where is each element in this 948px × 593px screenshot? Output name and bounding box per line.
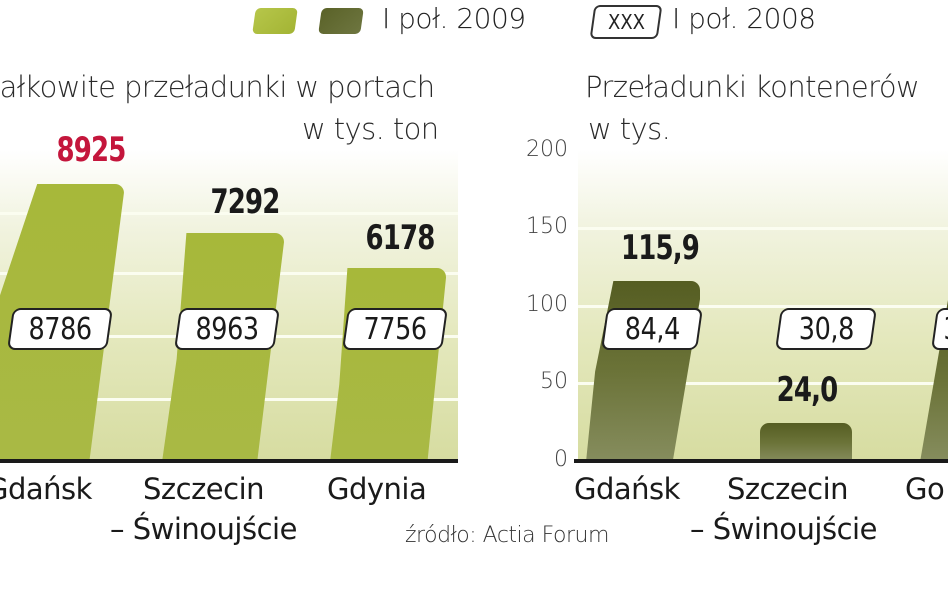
y-tick-150: 150 [526, 214, 568, 239]
gridline-100 [578, 305, 948, 308]
bar-gdynia-2009 [330, 268, 446, 462]
value-box-szczecin-containers-2008: 30,8 [775, 308, 877, 350]
source-note: źródło: Actia Forum [405, 523, 609, 548]
category-gdansk-containers: Gdańsk [574, 472, 680, 506]
value-szczecin-2009: 7292 [210, 182, 281, 222]
category-gdynia-containers-cropped: Go [905, 472, 945, 506]
y-tick-50: 50 [540, 369, 568, 394]
category-gdansk: Gdańsk [0, 472, 92, 506]
value-szczecin-containers-2009: 24,0 [776, 370, 839, 410]
category-szczecin-line2: – Świnoujście [110, 512, 297, 546]
value-box-szczecin-2008: 8963 [174, 308, 280, 350]
y-tick-100: 100 [526, 292, 568, 317]
legend-box-2008: XXX [589, 5, 663, 39]
right-chart-title: Przeładunki kontenerów [585, 70, 920, 104]
legend-swatch-2009-total [252, 8, 298, 34]
value-gdansk-2009: 8925 [56, 130, 127, 170]
bar-szczecin-containers-2009 [760, 423, 852, 462]
gridline-50 [578, 382, 948, 385]
category-gdynia: Gdynia [327, 472, 427, 506]
category-szczecin-containers-line2: – Świnoujście [690, 512, 877, 546]
right-chart-unit: w tys. [588, 112, 671, 146]
left-chart-title: Całkowite przeładunki w portach [0, 70, 435, 104]
gridline [0, 212, 458, 215]
value-gdansk-containers-2009: 115,9 [620, 228, 700, 268]
left-chart-unit: w tys. ton [302, 112, 439, 146]
value-box-gdansk-containers-2008: 84,4 [601, 308, 703, 350]
value-gdynia-2009: 6178 [365, 218, 436, 258]
category-szczecin: Szczecin [143, 472, 265, 506]
legend-label-2009: I poł. 2009 [382, 2, 526, 35]
legend-swatch-2009-containers [318, 8, 364, 34]
right-x-axis [574, 459, 948, 463]
category-szczecin-containers: Szczecin [727, 472, 849, 506]
legend-label-2008: I poł. 2008 [672, 2, 816, 35]
y-tick-200: 200 [526, 137, 568, 162]
y-tick-0: 0 [554, 447, 568, 472]
gridline-150 [578, 227, 948, 230]
value-box-gdynia-2008: 7756 [342, 308, 448, 350]
value-box-gdansk-2008: 8786 [7, 308, 113, 350]
left-x-axis [0, 459, 458, 463]
